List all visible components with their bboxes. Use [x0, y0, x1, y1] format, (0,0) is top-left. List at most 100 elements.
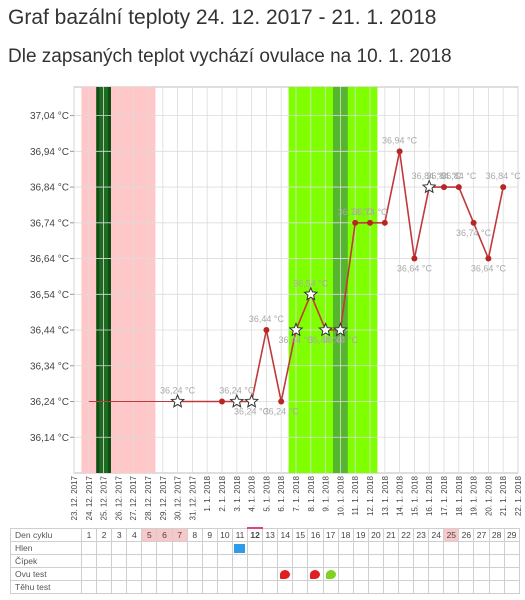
table-cell [458, 541, 475, 555]
x-tick-label: 22. 1. 2018 [514, 475, 523, 516]
x-tick-label: 11. 1. 2018 [351, 475, 360, 515]
point-star [229, 393, 245, 408]
table-cell [201, 554, 218, 568]
table-cell [397, 541, 415, 555]
table-cell: 27 [473, 527, 490, 542]
table-cell [216, 580, 233, 594]
table-cell [126, 580, 143, 594]
table-cell: 11 [231, 527, 249, 542]
table-cell [503, 554, 520, 568]
point-star [318, 322, 334, 337]
table-cell [503, 580, 520, 594]
x-tick-label: 20. 1. 2018 [484, 475, 493, 516]
table-cell [80, 541, 98, 555]
x-tick-label: 6. 1. 2018 [277, 475, 286, 511]
point-star [332, 322, 348, 337]
table-cell [382, 580, 399, 594]
x-tick-label: 18. 1. 2018 [455, 475, 464, 516]
data-label: 36,54 °C [293, 278, 329, 288]
table-row-label: Den cyklu [10, 527, 82, 542]
point-dot [485, 255, 492, 262]
x-tick-label: 23. 12. 2017 [70, 475, 79, 520]
data-label: 36,44 °C [249, 314, 285, 324]
x-tick-label: 27. 12. 2017 [129, 475, 138, 520]
x-tick-label: 25. 12. 2017 [100, 475, 109, 520]
table-cell [96, 554, 113, 568]
table-cell [277, 554, 294, 568]
y-tick-label: 36,94 °C [30, 147, 69, 158]
table-cell [186, 554, 203, 568]
table-cell: 3 [111, 527, 128, 542]
table-cell [503, 567, 520, 581]
table-cell [458, 567, 475, 581]
table-cell: 16 [307, 527, 324, 542]
point-dot [381, 219, 388, 226]
page-subtitle: Dle zapsaných teplot vychází ovulace na … [8, 46, 452, 67]
x-tick-label: 17. 1. 2018 [440, 475, 449, 516]
table-cell [111, 580, 128, 594]
x-tick-label: 9. 1. 2018 [322, 475, 331, 511]
table-cell [397, 567, 415, 581]
point-dot [352, 219, 359, 226]
table-cell [337, 567, 354, 581]
table-row-label: Ovu test [10, 567, 82, 581]
table-cell: 23 [413, 527, 430, 542]
x-tick-label: 13. 1. 2018 [381, 475, 390, 516]
x-tick-label: 2. 1. 2018 [218, 475, 227, 511]
temperature-chart: 37,04 °C 36,94 °C 36,84 °C 36,74 °C 36,64 °C… [30, 86, 523, 520]
table-cell [428, 580, 445, 594]
table-cell [473, 567, 490, 581]
data-label: 36,74 °C [352, 207, 388, 217]
table-cell [231, 580, 249, 594]
table-cell [277, 567, 294, 581]
table-cell: 8 [186, 527, 203, 542]
table-cell: 18 [337, 527, 354, 542]
y-tick-label: 36,64 °C [30, 254, 69, 265]
table-cell [292, 580, 309, 594]
table-cell [141, 541, 158, 555]
data-label: 36,24 °C [264, 407, 300, 417]
table-cell: 9 [201, 527, 218, 542]
x-tick-label: 12. 1. 2018 [366, 475, 375, 516]
table-cell [488, 567, 505, 581]
table-cell [488, 580, 505, 594]
x-tick-label: 29. 12. 2017 [159, 475, 168, 520]
point-star [288, 322, 304, 337]
table-cell: 13 [262, 527, 279, 542]
table-cell [322, 541, 339, 555]
table-cell [473, 554, 490, 568]
table-cell [216, 567, 233, 581]
table-row-label: Čípek [10, 554, 82, 568]
point-star [170, 393, 186, 408]
table-cell [488, 541, 505, 555]
table-cell [382, 567, 399, 581]
x-tick-label: 8. 1. 2018 [307, 475, 316, 511]
table-cell [201, 567, 218, 581]
table-cell [488, 554, 505, 568]
x-tick-label: 10. 1. 2018 [336, 475, 345, 516]
table-cell [156, 567, 173, 581]
table-cell [141, 580, 158, 594]
table-cell [352, 554, 369, 568]
table-row: Hlen [10, 541, 520, 555]
y-tick-label: 37,04 °C [30, 111, 69, 122]
table-cell [96, 580, 113, 594]
data-label: 36,84 °C [486, 171, 522, 181]
page-title: Graf bazální teploty 24. 12. 2017 - 21. … [8, 6, 437, 29]
table-cell [307, 541, 324, 555]
table-cell [141, 567, 158, 581]
table-cell [277, 541, 294, 555]
table-cell [367, 580, 384, 594]
table-cell [111, 554, 128, 568]
data-label: 36,84 °C [426, 171, 462, 181]
table-cell: 14 [277, 527, 294, 542]
x-tick-label: 7. 1. 2018 [292, 475, 301, 511]
x-tick-label: 14. 1. 2018 [396, 475, 405, 516]
table-cell [216, 554, 233, 568]
point-star [244, 393, 260, 408]
point-dot [500, 184, 507, 191]
table-cell [443, 541, 460, 555]
x-tick-label: 5. 1. 2018 [262, 475, 271, 511]
table-cell [262, 567, 279, 581]
table-row-label: Těhu test [10, 580, 82, 594]
